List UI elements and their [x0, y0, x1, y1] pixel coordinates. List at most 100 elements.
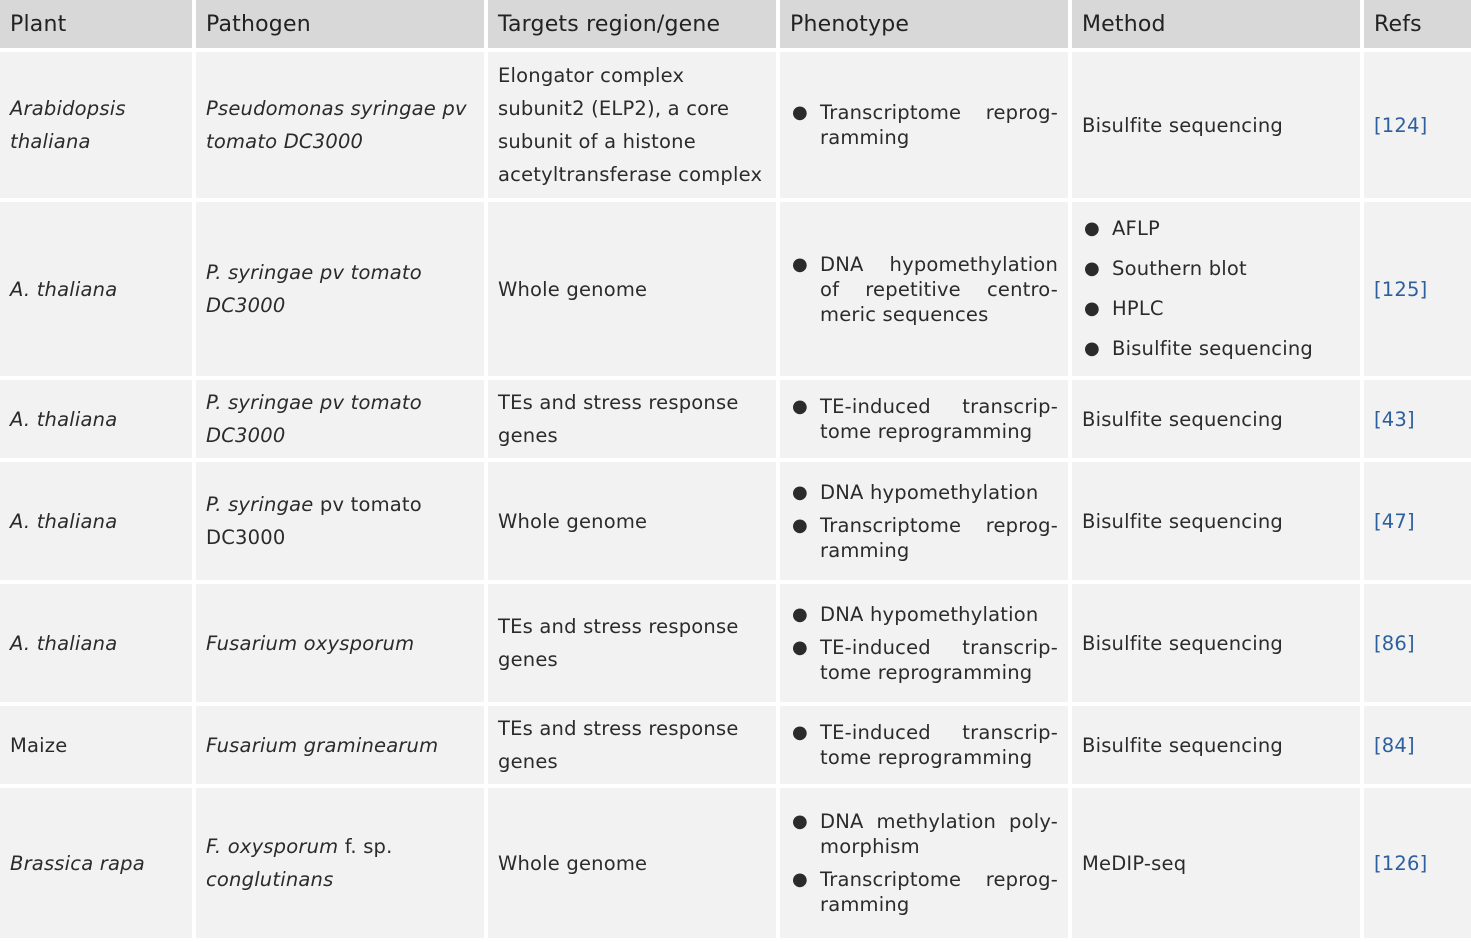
target-text: Whole genome — [498, 851, 648, 875]
header-method: Method — [1072, 0, 1360, 48]
table-row: Maize Fusarium graminearum TEs and stress … — [0, 706, 1471, 784]
table-row: A. thaliana P. syringae pv tomato DC3000 W… — [0, 462, 1471, 580]
phenotype-list: ● DNA hypomethylation ● Transcriptome repro… — [790, 480, 1058, 563]
target-text: TEs and stress response genes — [498, 615, 739, 671]
phenotype-text: DNA hypomethylation of repetitive centro… — [820, 252, 1058, 326]
header-target: Targets region/gene — [488, 0, 776, 48]
phenotype-list: ● TE-induced transcrip-tome reprogramming — [790, 720, 1058, 770]
cell-plant: A. thaliana — [0, 202, 192, 376]
plant-text: A. thaliana — [10, 631, 118, 655]
phenotype-text: TE-induced transcrip-tome reprogramming — [820, 395, 1058, 443]
phenotype-text: Transcriptome reprog-ramming — [820, 868, 1058, 916]
reference-link[interactable]: [126] — [1374, 851, 1428, 875]
phenotype-item: ● DNA hypomethylation — [790, 480, 1058, 505]
cell-target: Whole genome — [488, 202, 776, 376]
bullet-icon: ● — [792, 102, 808, 123]
method-item: ● Bisulfite sequencing — [1082, 335, 1350, 363]
target-text: Elongator complex subunit2 (ELP2), a cor… — [498, 64, 763, 186]
phenotype-list: ● DNA hypomethylation ● TE-induced transcri… — [790, 602, 1058, 685]
cell-phenotype: ● TE-induced transcrip-tome reprogramming — [780, 706, 1068, 784]
cell-plant: Brassica rapa — [0, 788, 192, 938]
target-text: Whole genome — [498, 509, 648, 533]
cell-target: Whole genome — [488, 462, 776, 580]
cell-refs: [84] — [1364, 706, 1471, 784]
bullet-icon: ● — [792, 722, 808, 743]
cell-pathogen: F. oxysporum f. sp. conglutinans — [196, 788, 484, 938]
cell-phenotype: ● Transcriptome reprog-ramming — [780, 52, 1068, 198]
reference-link[interactable]: [86] — [1374, 631, 1415, 655]
pathogen-text: pv tomato DC3000 — [206, 493, 422, 549]
phenotype-text: TE-induced transcrip-tome reprogramming — [820, 721, 1058, 769]
method-text: Bisulfite sequencing — [1082, 733, 1283, 757]
target-text: TEs and stress response genes — [498, 391, 739, 447]
method-item: ● AFLP — [1082, 215, 1350, 243]
table-row: A. thaliana P. syringae pv tomato DC3000 T… — [0, 380, 1471, 458]
reference-link[interactable]: [124] — [1374, 113, 1428, 137]
plant-text: Brassica rapa — [10, 851, 145, 875]
phenotype-item: ● DNA methylation poly-morphism — [790, 809, 1058, 859]
plant-text: Arabidopsis thaliana — [10, 97, 126, 153]
phenotype-list: ● Transcriptome reprog-ramming — [790, 100, 1058, 150]
phenotype-item: ● Transcriptome reprog-ramming — [790, 867, 1058, 917]
plant-text: A. thaliana — [10, 509, 118, 533]
header-row: Plant Pathogen Targets region/gene Pheno… — [0, 0, 1471, 48]
cell-plant: A. thaliana — [0, 462, 192, 580]
cell-pathogen: P. syringae pv tomato DC3000 — [196, 462, 484, 580]
cell-pathogen: Pseudomonas syringae pv tomato DC3000 — [196, 52, 484, 198]
phenotype-text: DNA hypomethylation — [820, 480, 1039, 504]
method-list: ● AFLP ● Southern blot ● HPLC ● Bisulfite seque… — [1082, 215, 1350, 363]
method-item: ● HPLC — [1082, 295, 1350, 323]
plant-text: A. thaliana — [10, 277, 118, 301]
table-row: Arabidopsis thaliana Pseudomonas syringae… — [0, 52, 1471, 198]
reference-link[interactable]: [43] — [1374, 407, 1415, 431]
bullet-icon: ● — [792, 253, 808, 275]
cell-phenotype: ● DNA hypomethylation ● Transcriptome repro… — [780, 462, 1068, 580]
cell-phenotype: ● DNA hypomethylation of repetitive centr… — [780, 202, 1068, 376]
table-row: A. thaliana P. syringae pv tomato DC3000 W… — [0, 202, 1471, 376]
phenotype-list: ● DNA methylation poly-morphism ● Transcrip… — [790, 809, 1058, 917]
cell-refs: [124] — [1364, 52, 1471, 198]
pathogen-text: Pseudomonas syringae pv tomato DC3000 — [206, 97, 467, 153]
cell-plant: Arabidopsis thaliana — [0, 52, 192, 198]
cell-pathogen: P. syringae pv tomato DC3000 — [196, 202, 484, 376]
reference-link[interactable]: [84] — [1374, 733, 1415, 757]
target-text: TEs and stress response genes — [498, 717, 739, 773]
bullet-icon: ● — [792, 869, 808, 890]
bullet-icon: ● — [792, 481, 808, 503]
reference-link[interactable]: [47] — [1374, 509, 1415, 533]
cell-phenotype: ● DNA methylation poly-morphism ● Transcrip… — [780, 788, 1068, 938]
cell-method: ● AFLP ● Southern blot ● HPLC ● Bisulfite seque… — [1072, 202, 1360, 376]
cell-refs: [126] — [1364, 788, 1471, 938]
cell-plant: A. thaliana — [0, 380, 192, 458]
pathogen-text: Fusarium oxysporum — [206, 631, 415, 655]
phenotype-list: ● TE-induced transcrip-tome reprogramming — [790, 394, 1058, 444]
cell-target: TEs and stress response genes — [488, 706, 776, 784]
phenotype-list: ● DNA hypomethylation of repetitive centr… — [790, 252, 1058, 327]
pathogen-text: Fusarium graminearum — [206, 733, 439, 757]
cell-method: Bisulfite sequencing — [1072, 462, 1360, 580]
pathogen-text: P. syringae pv tomato DC3000 — [206, 391, 422, 447]
method-text: Bisulfite sequencing — [1082, 509, 1283, 533]
phenotype-item: ● Transcriptome reprog-ramming — [790, 100, 1058, 150]
cell-phenotype: ● TE-induced transcrip-tome reprogramming — [780, 380, 1068, 458]
table-row: Brassica rapa F. oxysporum f. sp. conglut… — [0, 788, 1471, 938]
bullet-icon: ● — [792, 636, 808, 658]
method-text: Bisulfite sequencing — [1082, 631, 1283, 655]
phenotype-text: Transcriptome reprog-ramming — [820, 513, 1058, 562]
reference-link[interactable]: [125] — [1374, 277, 1428, 301]
phenotype-text: Transcriptome reprog-ramming — [820, 101, 1058, 149]
cell-phenotype: ● DNA hypomethylation ● TE-induced transcri… — [780, 584, 1068, 702]
target-text: Whole genome — [498, 277, 648, 301]
method-text: AFLP — [1112, 217, 1160, 240]
phenotype-item: ● DNA hypomethylation — [790, 602, 1058, 627]
cell-target: TEs and stress response genes — [488, 584, 776, 702]
bullet-icon: ● — [1084, 298, 1100, 319]
header-phenotype: Phenotype — [780, 0, 1068, 48]
cell-refs: [43] — [1364, 380, 1471, 458]
phenotype-item: ● TE-induced transcrip-tome reprogramming — [790, 394, 1058, 444]
method-text: Bisulfite sequencing — [1112, 337, 1313, 360]
cell-refs: [125] — [1364, 202, 1471, 376]
cell-pathogen: Fusarium graminearum — [196, 706, 484, 784]
cell-target: Whole genome — [488, 788, 776, 938]
